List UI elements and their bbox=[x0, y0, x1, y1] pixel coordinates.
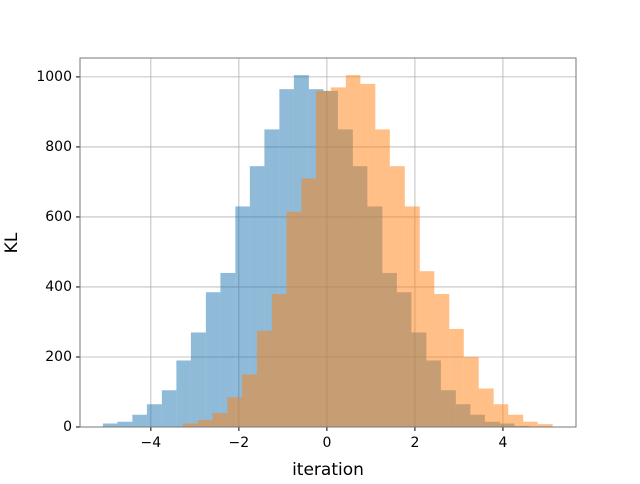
y-tick-label: 200 bbox=[45, 349, 72, 365]
bar bbox=[508, 415, 523, 427]
bar bbox=[162, 390, 177, 427]
y-tick-label: 800 bbox=[45, 139, 72, 155]
bar bbox=[375, 129, 390, 427]
bar bbox=[227, 397, 242, 427]
y-tick-label: 0 bbox=[63, 419, 72, 435]
bar bbox=[523, 422, 538, 427]
bar bbox=[191, 332, 206, 427]
bar bbox=[449, 329, 464, 427]
bar bbox=[434, 294, 449, 427]
bar bbox=[206, 292, 221, 427]
bar bbox=[360, 84, 375, 427]
bar bbox=[242, 374, 257, 427]
bar bbox=[301, 178, 316, 427]
bar bbox=[272, 294, 287, 427]
y-axis-label: KL bbox=[2, 232, 22, 253]
bar bbox=[316, 91, 331, 427]
bar bbox=[147, 404, 162, 427]
x-tick-label: 0 bbox=[322, 435, 331, 451]
bar bbox=[331, 87, 346, 427]
bar bbox=[183, 423, 198, 427]
bar bbox=[420, 271, 435, 427]
x-tick-label: 2 bbox=[410, 435, 419, 451]
y-tick-label: 600 bbox=[45, 209, 72, 225]
bar bbox=[198, 420, 213, 427]
bar bbox=[346, 75, 361, 427]
bar bbox=[390, 166, 405, 427]
y-tick-label: 400 bbox=[45, 279, 72, 295]
x-tick-label: 4 bbox=[498, 435, 507, 451]
bar bbox=[405, 206, 420, 427]
bar bbox=[212, 413, 227, 427]
bar bbox=[494, 404, 509, 427]
bar bbox=[479, 388, 494, 427]
bar bbox=[103, 423, 118, 427]
x-tick-label: −2 bbox=[229, 435, 250, 451]
bar bbox=[132, 415, 147, 427]
y-tick-label: 1000 bbox=[36, 69, 72, 85]
bar bbox=[464, 357, 479, 427]
x-axis-label: iteration bbox=[292, 460, 364, 480]
bar bbox=[117, 422, 132, 427]
bar bbox=[176, 360, 191, 427]
bar bbox=[286, 212, 301, 427]
x-tick-label: −4 bbox=[141, 435, 162, 451]
bar bbox=[257, 331, 272, 427]
